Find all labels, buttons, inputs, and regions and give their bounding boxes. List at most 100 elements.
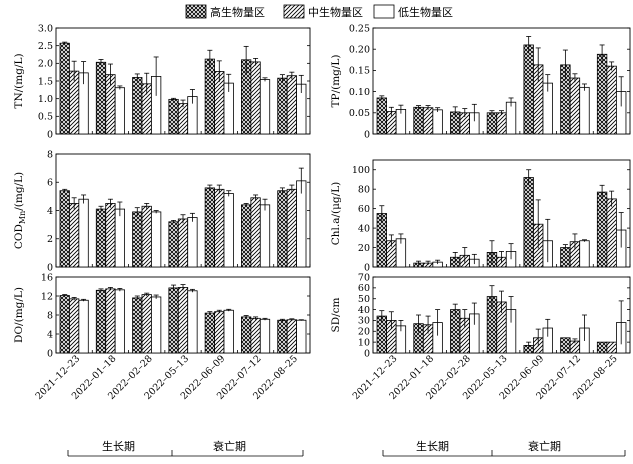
y-tick-label: 2.0 xyxy=(38,59,53,70)
y-tick-label: 20 xyxy=(358,243,370,254)
period-label-decline-right: 衰亡期 xyxy=(528,439,561,453)
bar-cod-s2-c5 xyxy=(259,204,271,268)
bar-do-s2-c6 xyxy=(296,319,307,354)
legend: 高生物量区 中生物量区 低生物量区 xyxy=(185,4,453,19)
bar-tp-s0-c0 xyxy=(376,97,387,135)
bar-do-s1-c1 xyxy=(105,288,116,354)
y-tick-label: 0 xyxy=(364,129,370,140)
y-axis-label: SD/cm xyxy=(330,297,342,332)
bar-do-s2-c2 xyxy=(151,296,162,354)
y-tick-label: 6 xyxy=(47,178,53,189)
bar-do-s2-c1 xyxy=(114,289,125,354)
bar-cod-s1-c4 xyxy=(214,188,225,268)
bar-tp-s0-c6 xyxy=(596,53,608,135)
bar-tn-s1-c6 xyxy=(286,75,297,135)
panel-tn: 0 0.5 1.0 1.5 2.0 2.5 3.0 TN/(mg/L) xyxy=(13,23,311,140)
period-label-growth-left: 生长期 xyxy=(102,439,135,453)
bar-cod-s1-c1 xyxy=(105,203,116,268)
bar-cod-s2-c0 xyxy=(78,198,89,268)
y-tick-label: 40 xyxy=(358,305,370,316)
period-label-growth-right: 生长期 xyxy=(416,439,449,453)
bar-tp-s0-c4 xyxy=(523,44,534,135)
y-tick-label: 60 xyxy=(358,204,370,215)
bar-tp-s1-c3 xyxy=(496,112,507,135)
y-tick-label: 16 xyxy=(41,272,53,283)
y-tick-label: 50 xyxy=(358,294,370,305)
bar-do-s0-c2 xyxy=(132,297,143,354)
y-tick-label: 100 xyxy=(352,165,370,176)
y-tick-label: 70 xyxy=(358,272,370,283)
panel-chla: 0 20 40 60 80 100 Chl.a/(μg/L) xyxy=(330,159,631,273)
legend-label-low: 低生物量区 xyxy=(398,5,453,19)
bar-cod-s1-c0 xyxy=(69,203,80,268)
y-axis-label: DO/(mg/L) xyxy=(13,287,25,343)
legend-label-high: 高生物量区 xyxy=(210,5,265,19)
y-axis-label: CODMn/(mg/L) xyxy=(13,172,27,249)
bar-sd-s0-c0 xyxy=(376,315,387,354)
y-tick-label: 2 xyxy=(47,234,53,245)
y-tick-label: 20 xyxy=(358,327,370,338)
y-tick-label: 60 xyxy=(358,283,370,294)
y-axis-label: TP/(mg/L) xyxy=(330,55,342,108)
bar-tp-s0-c3 xyxy=(486,112,498,135)
y-tick-label: 80 xyxy=(358,184,370,195)
x-tick-labels-left: 2021–12–232022–01–182022–02–282022–05–13… xyxy=(34,353,300,402)
bar-tp-s1-c5 xyxy=(569,77,581,135)
legend-item-mid: 中生物量区 xyxy=(283,4,363,19)
bar-tp-s1-c6 xyxy=(606,65,617,135)
y-tick-label: 0 xyxy=(364,262,370,273)
bar-tp-s2-c1 xyxy=(432,109,443,135)
y-tick-label: 8 xyxy=(47,310,53,321)
y-tick-label: 4 xyxy=(47,206,53,217)
period-bracket-right: 生长期 衰亡期 xyxy=(382,439,626,457)
x-axis-right: 2021–12–232022–01–182022–02–282022–05–13… xyxy=(351,353,626,457)
legend-item-high: 高生物量区 xyxy=(185,4,265,19)
bar-chla-s1-c6 xyxy=(606,198,617,268)
x-axis-left: 2021–12–232022–01–182022–02–282022–05–13… xyxy=(34,353,304,457)
bar-cod-s1-c6 xyxy=(286,188,297,268)
legend-swatch-mid xyxy=(283,4,305,19)
bar-do-s1-c3 xyxy=(177,287,189,354)
bar-do-s0-c3 xyxy=(168,287,179,354)
bar-do-s1-c6 xyxy=(286,319,297,354)
legend-label-mid: 中生物量区 xyxy=(308,5,363,19)
legend-item-low: 低生物量区 xyxy=(373,4,453,19)
panel-do: 0 4 8 12 16 DO/(mg/L) xyxy=(13,272,311,359)
bar-do-s1-c4 xyxy=(214,311,225,354)
y-tick-label: 4 xyxy=(47,329,53,340)
y-tick-label: 0 xyxy=(364,348,370,359)
y-axis-label: TN/(mg/L) xyxy=(13,53,25,108)
bar-cod-s2-c3 xyxy=(187,217,198,268)
period-bracket-left: 生长期 衰亡期 xyxy=(67,439,304,457)
y-tick-label: 30 xyxy=(358,316,370,327)
bar-tn-s0-c0 xyxy=(59,42,70,135)
y-tick-label: 3.0 xyxy=(38,23,53,34)
bar-tn-s1-c3 xyxy=(177,103,189,135)
plot-frame xyxy=(372,159,631,268)
y-tick-label: 8 xyxy=(47,149,53,160)
bar-cod-s1-c2 xyxy=(141,205,152,268)
bar-cod-s2-c4 xyxy=(223,193,234,268)
bar-tn-s0-c3 xyxy=(168,98,179,135)
y-tick-label: 0.20 xyxy=(349,45,370,56)
bar-do-s2-c4 xyxy=(223,309,234,354)
bar-cod-s0-c0 xyxy=(59,190,70,268)
y-tick-label: 0.05 xyxy=(349,108,370,119)
y-tick-label: 0.10 xyxy=(349,87,370,98)
bar-cod-s0-c1 xyxy=(95,208,107,268)
bar-tn-s0-c4 xyxy=(204,58,215,135)
bar-tn-s2-c1 xyxy=(114,87,125,135)
bar-sd-s0-c5 xyxy=(560,337,571,354)
legend-swatch-low xyxy=(373,4,395,19)
y-tick-label: 0.25 xyxy=(349,23,370,34)
y-tick-label: 12 xyxy=(41,291,53,302)
bar-sd-s1-c6 xyxy=(606,341,617,354)
bar-tn-s0-c2 xyxy=(132,77,143,135)
bar-cod-s0-c2 xyxy=(132,211,143,268)
panel-cod: 0 2 4 6 8 CODMn/(mg/L) xyxy=(13,149,311,273)
bar-do-s0-c0 xyxy=(59,295,70,354)
bar-do-s1-c0 xyxy=(69,298,80,354)
period-label-decline-left: 衰亡期 xyxy=(213,439,246,453)
x-tick-labels-right: 2021–12–232022–01–182022–02–282022–05–13… xyxy=(351,353,620,402)
